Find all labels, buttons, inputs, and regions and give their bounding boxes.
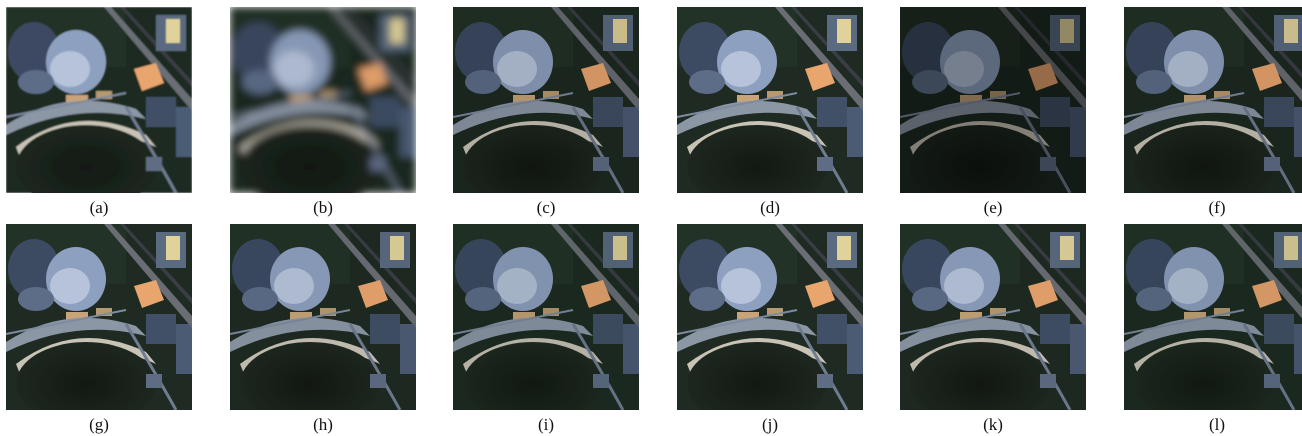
panel-caption: (j)	[677, 415, 863, 435]
panel: (b)	[230, 7, 416, 218]
panel: (d)	[677, 7, 863, 218]
panel-caption: (e)	[900, 198, 1086, 218]
satellite-image	[900, 224, 1086, 410]
satellite-image	[1124, 224, 1302, 410]
panel: (c)	[453, 7, 639, 218]
satellite-image	[453, 224, 639, 410]
panel-caption: (d)	[677, 198, 863, 218]
panel-caption: (c)	[453, 198, 639, 218]
panel-caption: (f)	[1124, 198, 1302, 218]
panel-caption: (k)	[900, 415, 1086, 435]
satellite-image	[6, 224, 192, 410]
panel: (l)	[1124, 224, 1302, 435]
panel: (i)	[453, 224, 639, 435]
panel: (h)	[230, 224, 416, 435]
satellite-image	[677, 224, 863, 410]
panel-caption: (l)	[1124, 415, 1302, 435]
panel-caption: (h)	[230, 415, 416, 435]
panel-caption: (i)	[453, 415, 639, 435]
panel: (f)	[1124, 7, 1302, 218]
panel: (a)	[6, 7, 192, 218]
satellite-image	[453, 7, 639, 193]
satellite-image	[677, 7, 863, 193]
panel-caption: (g)	[6, 415, 192, 435]
satellite-image	[230, 224, 416, 410]
figure: (a) (b) (c) (d) (e) (f) (g) (h) (i) (j) (k) (l)	[0, 0, 1302, 436]
satellite-image	[900, 7, 1086, 193]
satellite-image	[1124, 7, 1302, 193]
panel: (j)	[677, 224, 863, 435]
panel-caption: (b)	[230, 198, 416, 218]
panel: (k)	[900, 224, 1086, 435]
panel: (g)	[6, 224, 192, 435]
satellite-image	[230, 7, 416, 193]
satellite-image	[6, 7, 192, 193]
panel-caption: (a)	[6, 198, 192, 218]
panel: (e)	[900, 7, 1086, 218]
